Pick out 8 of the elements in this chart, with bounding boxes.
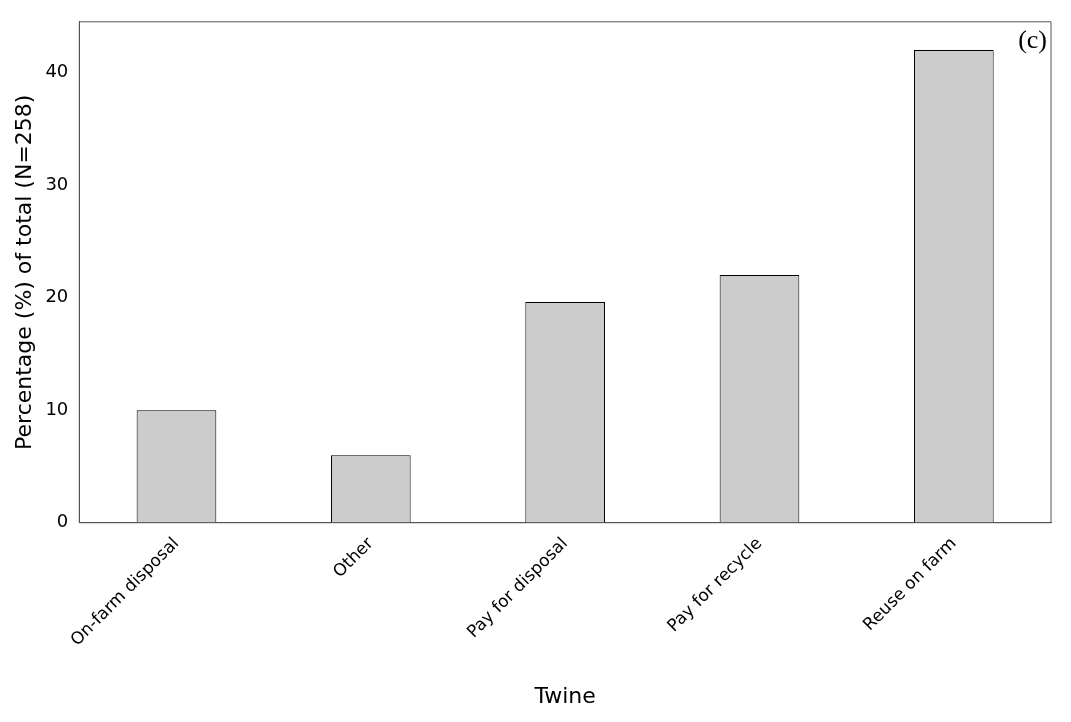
y-axis-title: Percentage (%) of total (N=258): [10, 94, 36, 450]
y-tick-label: 30: [45, 172, 69, 194]
x-axis-title: Twine: [533, 682, 596, 708]
y-tick-label: 0: [56, 510, 69, 532]
y-tick-label: 10: [45, 397, 69, 419]
annotation: (c): [1018, 24, 1047, 54]
y-tick-label: 40: [45, 60, 69, 82]
y-tick-label: 20: [45, 285, 69, 307]
